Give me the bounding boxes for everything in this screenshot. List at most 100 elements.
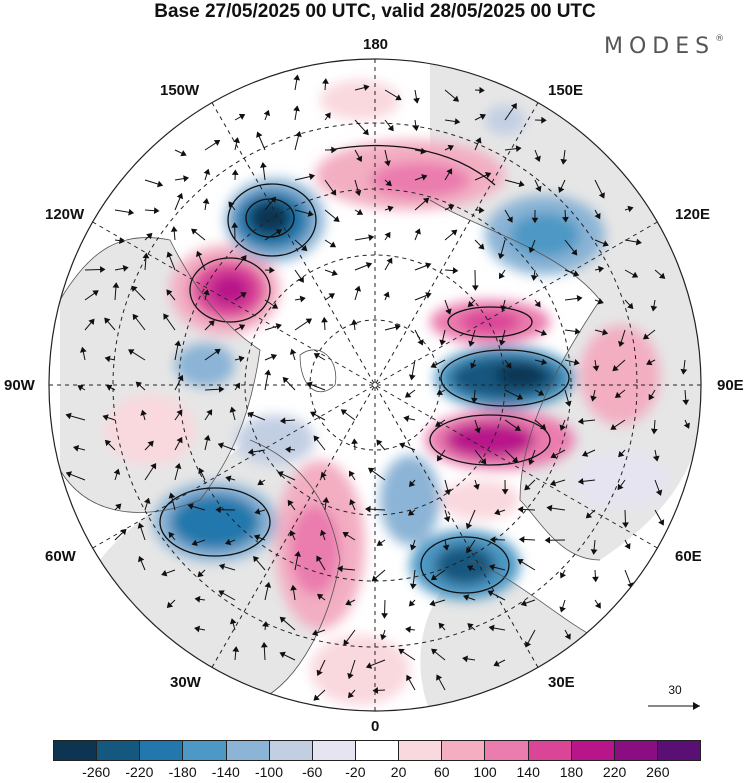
wind-vector	[500, 299, 507, 312]
wind-vector	[384, 323, 401, 331]
wind-vector	[294, 131, 302, 151]
wind-vector	[264, 196, 277, 211]
wind-vector	[234, 113, 246, 121]
wind-vector	[104, 439, 116, 451]
wind-vector	[114, 503, 122, 511]
wind-vector	[534, 419, 547, 430]
wind-vector	[592, 569, 599, 583]
wind-vector	[77, 385, 86, 391]
wind-vector	[217, 442, 236, 451]
colorbar-label: 180	[559, 764, 584, 780]
wind-vector	[648, 389, 656, 401]
wind-vector	[383, 291, 390, 301]
wind-vector	[218, 563, 236, 571]
wind-vector	[140, 409, 147, 421]
wind-vector	[225, 475, 236, 483]
wind-vector	[231, 222, 239, 241]
colorbar-swatch	[140, 741, 184, 760]
wind-vector	[264, 581, 272, 601]
wind-vector	[408, 359, 416, 381]
wind-vector	[590, 389, 597, 402]
wind-vector	[225, 538, 236, 546]
wind-vector	[306, 381, 326, 391]
wind-vector	[398, 648, 416, 661]
lon-label-120w: 120W	[45, 206, 85, 223]
wind-vector	[319, 529, 327, 541]
wind-vector	[504, 359, 512, 369]
colorbar-swatch	[571, 741, 615, 760]
reference-vector-arrow	[648, 702, 700, 710]
wind-vector	[142, 252, 150, 271]
wind-vector	[493, 659, 506, 667]
wind-vector	[174, 462, 182, 481]
wind-vector	[264, 229, 283, 241]
wind-vector	[84, 290, 99, 301]
wind-vector	[652, 449, 660, 462]
colorbar-swatch	[54, 741, 98, 760]
wind-vector	[414, 262, 432, 271]
wind-vector	[324, 293, 335, 301]
wind-vector	[650, 419, 658, 435]
contours	[159, 144, 570, 594]
wind-vector	[564, 358, 580, 366]
wind-vector	[610, 419, 626, 430]
wind-vector	[467, 299, 476, 308]
wind-vector	[279, 616, 296, 631]
wind-vector	[293, 74, 301, 91]
wind-vector	[321, 316, 328, 331]
wind-vector	[560, 149, 568, 165]
wind-vector	[342, 532, 356, 541]
wind-vector	[234, 324, 246, 331]
wind-vector	[444, 118, 461, 125]
brand-mark: ®	[715, 34, 725, 44]
wind-vector	[488, 563, 506, 571]
colorbar-label: -140	[211, 764, 240, 780]
wind-vector	[408, 509, 416, 516]
wind-vector	[131, 285, 146, 301]
wind-vector	[617, 479, 626, 491]
wind-vector	[365, 659, 386, 669]
wind-vector	[473, 479, 480, 490]
wind-vector	[413, 89, 420, 104]
wind-vector	[322, 497, 330, 511]
wind-vector	[174, 436, 183, 451]
wind-vector	[279, 651, 296, 661]
wind-vector	[504, 389, 524, 400]
wind-vector	[174, 149, 187, 157]
colorbar-swatch	[485, 741, 529, 760]
wind-vector	[349, 470, 356, 481]
wind-vector	[354, 262, 373, 271]
wind-vector	[624, 299, 634, 310]
wind-vector	[194, 595, 206, 603]
wind-vector	[531, 209, 539, 224]
wind-vector	[347, 689, 356, 699]
wind-vector	[564, 629, 571, 640]
wind-vector	[474, 419, 481, 434]
wind-vector	[384, 149, 391, 167]
wind-vector	[166, 599, 176, 609]
wind-vector	[343, 629, 356, 646]
wind-vector	[444, 168, 453, 181]
wind-vector	[683, 419, 690, 429]
wind-vector	[438, 622, 446, 631]
wind-vector	[465, 509, 476, 530]
wind-vector	[590, 539, 598, 555]
wind-vector	[560, 569, 567, 579]
wind-vector	[313, 689, 326, 701]
wind-vector	[444, 299, 452, 315]
colorbar-swatch	[528, 741, 572, 760]
wind-vector	[263, 109, 271, 121]
wind-vector	[559, 419, 566, 431]
wind-vector	[384, 89, 402, 101]
wind-vector	[215, 506, 236, 514]
wind-vector	[517, 506, 536, 513]
wind-vector	[293, 105, 300, 121]
wind-vector	[444, 479, 451, 496]
reference-vector-label: 30	[668, 683, 682, 697]
lon-label-180: 180	[363, 36, 389, 53]
wind-vector	[294, 269, 304, 283]
wind-vector	[228, 201, 236, 211]
wind-vector	[594, 328, 609, 336]
wind-vector	[534, 149, 541, 162]
wind-vector	[414, 329, 424, 346]
